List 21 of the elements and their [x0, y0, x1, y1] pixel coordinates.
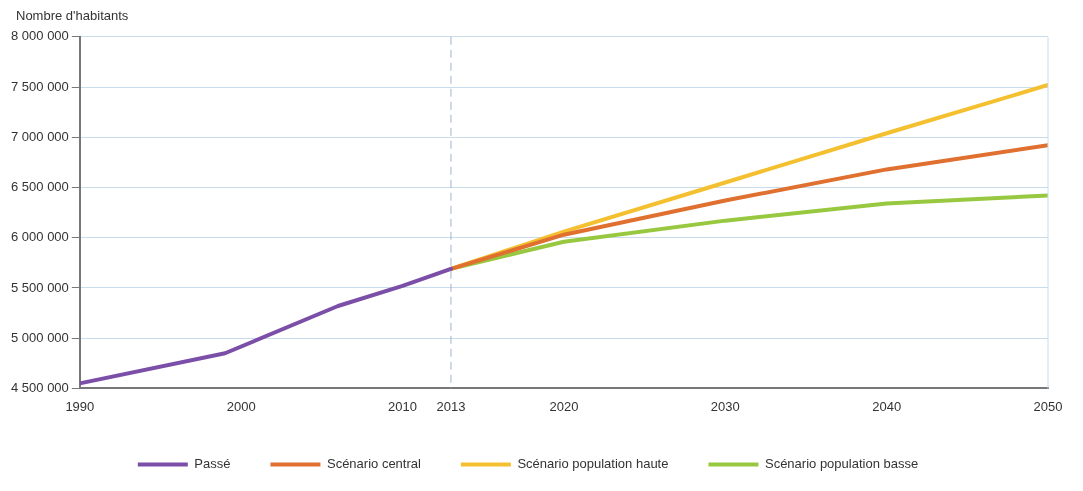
x-tick-label: 2030 [710, 398, 740, 414]
y-tick-label: 6 000 000 [10, 229, 69, 245]
y-tick-label: 5 500 000 [10, 279, 69, 295]
y-tick-label: 4 500 000 [10, 379, 69, 395]
legend-label: Scénario population basse [764, 456, 919, 472]
y-axis-title: Nombre d'habitants [16, 8, 130, 25]
y-tick-label: 8 000 000 [10, 28, 69, 44]
legend-label: Passé [194, 456, 231, 472]
y-tick-label: 6 500 000 [10, 179, 69, 195]
x-tick-label: 1990 [65, 398, 95, 414]
y-tick-label: 7 500 000 [10, 78, 69, 94]
x-tick-label: 2050 [1033, 398, 1063, 414]
legend-label: Scénario central [326, 456, 422, 472]
x-tick-label: 2010 [388, 398, 418, 414]
x-tick-label: 2040 [872, 398, 902, 414]
y-tick-label: 5 000 000 [10, 329, 69, 345]
x-tick-label: 2020 [549, 398, 579, 414]
x-tick-label: 2013 [436, 398, 466, 414]
legend-label: Scénario population haute [517, 456, 669, 472]
x-tick-label: 2000 [226, 398, 256, 414]
y-tick-label: 7 000 000 [10, 128, 69, 144]
